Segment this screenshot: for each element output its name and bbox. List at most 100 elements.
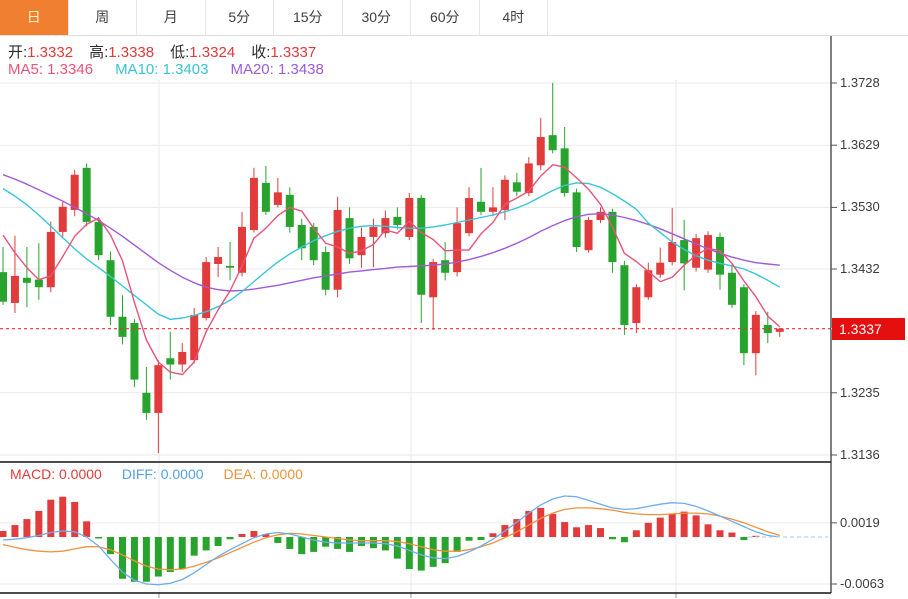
candle-body <box>178 351 187 365</box>
macd-bar <box>274 537 282 543</box>
dea-line <box>2 507 780 571</box>
ma5-line <box>2 163 781 376</box>
macd-bar <box>130 537 138 582</box>
macd-legend-item: DEA: 0.0000 <box>223 466 303 482</box>
candle-body <box>668 241 677 263</box>
candle-body <box>429 262 438 298</box>
macd-bar <box>405 537 413 570</box>
macd-bar <box>358 537 365 546</box>
candle-body <box>46 231 55 288</box>
macd-bar <box>585 525 593 537</box>
candle-body <box>727 272 736 305</box>
current-price-tag: 1.3337 <box>832 317 905 340</box>
macd-bar <box>680 511 688 537</box>
tab-3[interactable]: 月 <box>137 0 206 35</box>
macd-bar <box>83 521 91 537</box>
macd-bar <box>489 533 497 537</box>
candle-body <box>238 226 246 273</box>
candle-body <box>441 260 450 273</box>
macd-legend-item: DIFF: 0.0000 <box>121 466 204 482</box>
tab-5[interactable]: 15分 <box>274 0 343 35</box>
ohlc-item: 低:1.3324 <box>170 44 236 61</box>
y-axis-label: 0.0019 <box>840 514 880 530</box>
candle-body <box>739 287 748 354</box>
candle-body <box>321 252 330 290</box>
ohlc-item: 收:1.3337 <box>251 44 317 61</box>
candle-body <box>297 225 306 249</box>
y-axis-label: 1.3136 <box>840 447 880 462</box>
y-axis-label: 1.3728 <box>840 75 880 90</box>
macd-bar <box>214 537 222 546</box>
candle-body <box>608 211 617 263</box>
candle-body <box>632 287 641 324</box>
candle-body <box>512 182 521 192</box>
candle-body <box>775 328 784 332</box>
macd-bar <box>549 513 557 537</box>
tab-2[interactable]: 周 <box>69 0 137 35</box>
tab-1[interactable]: 日 <box>0 0 69 35</box>
macd-bar <box>620 537 628 543</box>
macd-bar <box>740 537 748 540</box>
macd-bar <box>298 537 306 555</box>
candle-body <box>584 219 593 251</box>
candle-body <box>345 218 354 259</box>
ma10-line <box>2 182 781 320</box>
y-axis-label: 1.3235 <box>840 384 880 400</box>
candle-body <box>680 240 689 264</box>
tab-4[interactable]: 5分 <box>206 0 274 35</box>
macd-bar <box>71 501 79 537</box>
macd-bar <box>453 537 461 552</box>
ma-legend-item: MA5: 1.3346 <box>8 61 94 78</box>
macd-bar <box>465 537 473 541</box>
candle-body <box>118 316 127 337</box>
macd-bar <box>393 537 401 559</box>
macd-bar <box>262 534 270 537</box>
macd-bar <box>11 525 19 537</box>
period-tabbar: 日周月 5分 15分 30分 60分 4时 <box>0 0 908 36</box>
macd-bar <box>202 537 210 551</box>
macd-bar <box>704 524 712 537</box>
macd-bar <box>597 528 604 537</box>
macd-bar <box>250 531 258 537</box>
candle-body <box>106 260 115 317</box>
y-axis-label: 1.3432 <box>840 261 880 276</box>
candle-body <box>82 167 91 222</box>
candle-body <box>166 358 175 365</box>
diff-line <box>2 495 780 586</box>
candle-body <box>154 365 163 413</box>
macd-bar <box>346 537 354 552</box>
tab-8[interactable]: 4时 <box>480 0 548 35</box>
ma-legend: MA5: 1.3346 MA10: 1.3403 MA20: 1.3438 <box>8 61 346 79</box>
candle-body <box>453 223 462 273</box>
candle-body <box>130 323 139 380</box>
tab-7[interactable]: 60分 <box>411 0 480 35</box>
candle-body <box>620 265 629 325</box>
candle-body <box>10 275 19 303</box>
candle-body <box>656 262 665 275</box>
macd-bar <box>142 537 150 582</box>
tab-6[interactable]: 30分 <box>343 0 411 35</box>
candle-body <box>273 192 282 205</box>
macd-bar <box>573 527 581 537</box>
ma-legend-item: MA10: 1.3403 <box>115 61 209 78</box>
macd-bar <box>429 537 437 567</box>
ohlc-item: 开:1.3332 <box>8 44 74 61</box>
candle-body <box>0 272 7 302</box>
macd-bar <box>656 517 664 537</box>
macd-bar <box>561 522 569 537</box>
candle-body <box>536 137 545 166</box>
candle-body <box>214 257 223 264</box>
macd-bar <box>644 522 652 537</box>
candle-body <box>500 179 509 210</box>
macd-bar <box>417 537 425 571</box>
candle-body <box>488 207 497 212</box>
candle-body <box>249 177 258 231</box>
macd-legend: MACD: 0.0000 DIFF: 0.0000 DEA: 0.0000 <box>10 466 323 482</box>
candle-body <box>548 135 557 151</box>
y-axis-label: 1.3629 <box>840 137 880 153</box>
macd-bar <box>190 537 198 556</box>
candle-body <box>560 148 569 193</box>
candle-body <box>716 236 724 275</box>
candle-body <box>763 324 772 334</box>
